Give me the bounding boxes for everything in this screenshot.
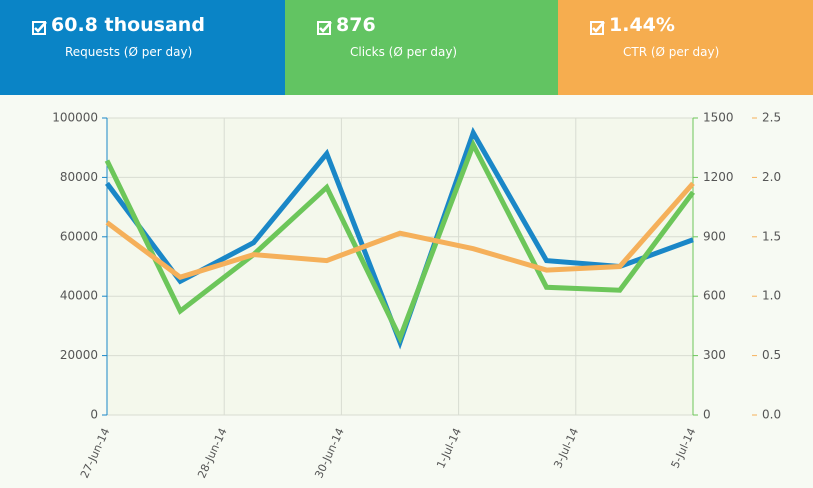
- y3-tick-label: 0.0: [762, 408, 781, 422]
- y3-tick-label: 2.5: [762, 111, 781, 125]
- y-tick-label: 0: [90, 408, 98, 422]
- checkbox-icon: [317, 21, 332, 35]
- y-tick-label: 100000: [52, 111, 98, 125]
- y2-tick-label: 600: [703, 289, 726, 303]
- x-tick-label: 30-Jun-14: [312, 426, 346, 480]
- tile[interactable]: 876 Clicks (Ø per day): [285, 0, 558, 95]
- y3-tick-label: 1.5: [762, 229, 781, 243]
- chart: 27-Jun-14 28-Jun-14 30-Jun-14 1-Jul-14 3-Jul…: [52, 111, 781, 481]
- series-line: [105, 181, 695, 280]
- y-tick-label: 80000: [60, 170, 98, 184]
- tile-value: 60.8 thousand: [51, 14, 205, 36]
- x-tick-label: 28-Jun-14: [195, 426, 229, 480]
- x-tick-label: 1-Jul-14: [434, 426, 464, 470]
- tile[interactable]: 1.44% CTR (Ø per day): [558, 0, 813, 95]
- y3-tick-label: 0.5: [762, 348, 781, 362]
- x-tick-label: 27-Jun-14: [78, 426, 112, 480]
- checkbox-icon: [590, 21, 605, 35]
- x-tick-label: 5-Jul-14: [669, 426, 699, 470]
- y-tick-label: 20000: [60, 348, 98, 362]
- tile-label: Clicks (Ø per day): [350, 45, 458, 59]
- tile[interactable]: 60.8 thousand Requests (Ø per day): [0, 0, 285, 95]
- checkbox-icon: [32, 21, 47, 35]
- y3-tick-label: 1.0: [762, 289, 781, 303]
- y2-tick-label: 1200: [703, 170, 734, 184]
- y3-tick-label: 2.0: [762, 170, 781, 184]
- y2-tick-label: 0: [703, 408, 711, 422]
- summary-tiles: 60.8 thousand Requests (Ø per day) 876 C…: [0, 0, 813, 95]
- tile-value: 1.44%: [609, 14, 675, 36]
- x-tick-label: 3-Jul-14: [551, 426, 581, 470]
- y-tick-label: 40000: [60, 289, 98, 303]
- tile-label: Requests (Ø per day): [65, 45, 193, 59]
- series-line: [104, 138, 696, 345]
- tile-value: 876: [336, 14, 376, 36]
- tile-label: CTR (Ø per day): [623, 45, 720, 59]
- y2-tick-label: 300: [703, 348, 726, 362]
- y2-tick-label: 1500: [703, 111, 734, 125]
- y-tick-label: 60000: [60, 229, 98, 243]
- y2-tick-label: 900: [703, 229, 726, 243]
